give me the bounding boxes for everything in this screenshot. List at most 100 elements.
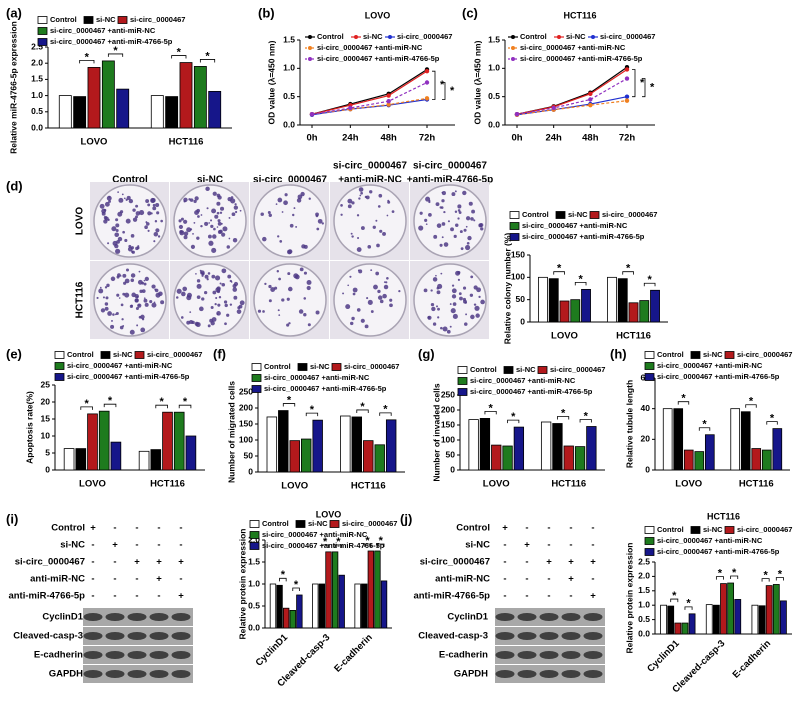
colony [140,327,146,333]
x-tick-label: 0h [306,133,317,144]
legend-label: si-circ_0000467 +anti-miR-NC [520,43,626,52]
bar [683,449,694,471]
legend-label: si-circ_0000467 +anti-miR-4766-5p [520,54,643,63]
sig-bracket [643,282,656,287]
colony [200,214,203,216]
colony [217,221,222,226]
colony [432,277,438,282]
colony [139,210,145,216]
colony [231,212,236,217]
colony [457,204,462,209]
colony [303,297,307,300]
colony [132,208,136,212]
colony [315,310,320,315]
colony [278,277,281,281]
colony [143,282,147,286]
sig-label: * [672,590,677,602]
bar [586,426,597,471]
colony [143,298,148,303]
colony [451,284,455,287]
blot-band [127,670,147,678]
colony [227,274,232,279]
blot-band [171,632,191,640]
colony [152,206,157,211]
y-tick-label: 0.5 [248,600,260,610]
colony [135,215,138,219]
treatment-label: anti-miR-4766-5p [8,591,85,602]
bar [740,411,751,471]
colony [308,197,311,200]
colony [121,193,124,196]
colony [432,322,437,326]
colony [293,207,296,210]
y-tick-label: 100 [441,434,455,444]
sig-bracket [442,82,446,100]
sig-label: * [287,394,292,406]
bar [73,96,87,129]
sig-bracket [155,404,168,409]
sig-label: * [648,274,653,286]
legend-swatch [509,211,520,219]
sig-bracket [377,543,385,547]
colony [474,305,480,311]
colony [357,237,360,240]
colony [367,299,373,305]
sig-bracket [684,606,693,610]
colony [216,211,220,215]
y-axis-label: Relative miR-4766-5p expression [8,21,18,154]
legend-marker [354,35,358,39]
treatment-label: Control [456,523,490,534]
x-tick-label: 0h [511,133,522,144]
colony [222,226,228,232]
colony [130,273,136,278]
colony [128,199,134,204]
colony [146,222,150,226]
colony [183,197,188,202]
sig-label: * [770,413,775,425]
colony [141,289,146,294]
blot-band [539,651,559,659]
colony [221,268,227,274]
colony [196,279,201,283]
bar [468,419,479,471]
x-tick-label: HCT116 [351,481,386,492]
colony [106,283,110,288]
colony [187,295,189,298]
colony [219,282,222,285]
bar [570,299,581,323]
colony [125,268,130,272]
y-tick-label: 150 [441,419,455,429]
colony [110,324,115,329]
colony [117,236,123,242]
legend-swatch [724,526,735,534]
colony [281,211,284,213]
treatment-sign: + [90,523,96,534]
sig-bracket [766,421,778,425]
colony [454,210,458,213]
blot-band [149,670,169,678]
blot-band [127,613,147,621]
colony [473,285,478,290]
y-tick-label: 15 [41,413,51,423]
colony [207,324,211,328]
blot-band [149,613,169,621]
colony [464,301,467,304]
legend-label: Control [470,365,497,374]
colony [103,219,108,224]
colony [104,302,109,306]
colony [215,287,221,293]
legend-label: si-circ_0000467 +anti-miR-NC [67,361,173,370]
sig-label: * [113,45,118,57]
legend-label: si-circ_0000467 +anti-miR-4766-5p [522,232,645,241]
y-tick-label: 1.0 [488,63,500,73]
y-tick-label: 10 [41,430,51,440]
y-tick-label: 250 [239,386,253,396]
sig-label: * [488,402,493,414]
colony [211,247,217,253]
colony [117,211,123,217]
sig-bracket [670,598,679,603]
sig-label: * [561,407,566,419]
row-label: LOVO [75,207,86,236]
colony [443,210,446,214]
y-tick-label: 20 [41,396,51,406]
